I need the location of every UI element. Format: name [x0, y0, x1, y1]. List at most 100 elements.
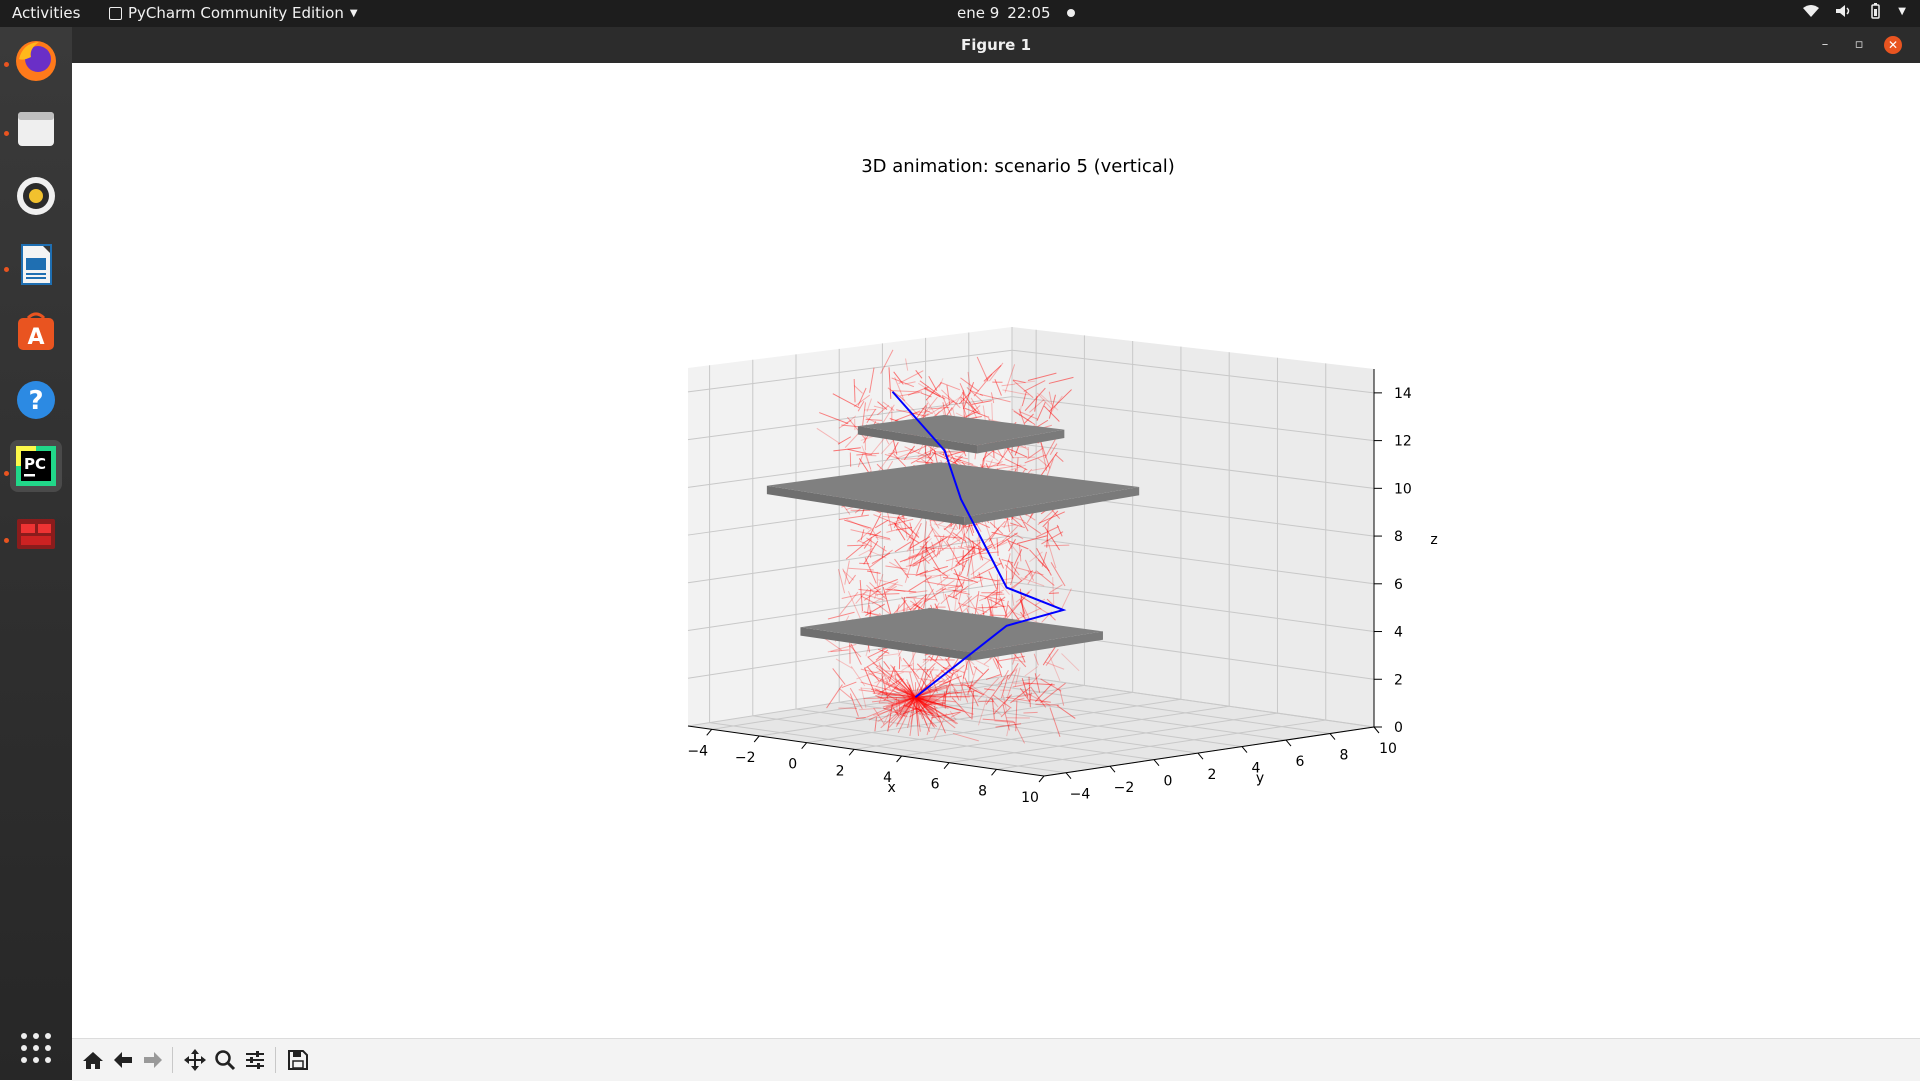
clock-date: ene 9 — [957, 4, 999, 22]
grid-icon — [19, 1031, 53, 1065]
toolbar-separator — [275, 1047, 276, 1073]
y-axis-label: y — [1256, 771, 1264, 787]
y-tick — [1110, 766, 1115, 772]
x-tick — [849, 749, 854, 755]
writer-icon[interactable] — [10, 238, 62, 290]
forward-button[interactable] — [140, 1048, 166, 1072]
store-icon: A — [14, 310, 58, 354]
figure-title: 3D animation: scenario 5 (vertical) — [861, 156, 1175, 177]
x-tick-label: 8 — [978, 783, 987, 799]
wifi-icon — [1802, 3, 1820, 19]
z-tick-label: 0 — [1394, 720, 1403, 736]
app-menu[interactable]: PyCharm Community Edition ▼ — [109, 4, 358, 22]
window-title: Figure 1 — [72, 36, 1920, 54]
home-button[interactable] — [80, 1048, 106, 1072]
quiver-arrow — [997, 574, 998, 589]
back-button[interactable] — [110, 1048, 136, 1072]
firefox-icon[interactable] — [10, 34, 62, 86]
quiver-arrow — [950, 680, 951, 697]
save-icon — [287, 1049, 309, 1071]
y-tick-label: 10 — [1379, 741, 1397, 757]
running-indicator — [4, 62, 9, 67]
y-tick-label: 0 — [1164, 774, 1173, 790]
x-tick — [1039, 776, 1044, 782]
y-tick-label: 6 — [1296, 754, 1305, 770]
activities-button[interactable]: Activities — [12, 4, 80, 22]
z-tick-label: 14 — [1394, 386, 1412, 402]
x-axis-label: x — [887, 780, 895, 796]
configure-subplots-button[interactable] — [242, 1048, 268, 1072]
quiver-arrow — [1012, 562, 1013, 579]
software-icon[interactable]: A — [10, 306, 62, 358]
figure-window-icon — [14, 512, 58, 556]
y-tick — [1374, 727, 1379, 733]
help-icon[interactable]: ? — [10, 374, 62, 426]
z-tick-label: 2 — [1394, 672, 1403, 688]
x-tick — [707, 729, 712, 735]
volume-icon — [1834, 3, 1852, 19]
speaker-icon — [14, 174, 58, 218]
files-icon[interactable] — [10, 102, 62, 154]
x-tick-label: 2 — [836, 763, 845, 779]
toolbar-separator — [172, 1047, 173, 1073]
navigation-toolbar — [72, 1038, 1920, 1081]
svg-text:A: A — [27, 325, 44, 350]
arrow-left-icon — [112, 1050, 134, 1070]
folder-icon — [14, 106, 58, 150]
pan-button[interactable] — [182, 1048, 208, 1072]
z-axis-label: z — [1430, 532, 1437, 548]
x-tick-label: 10 — [1021, 790, 1039, 806]
rhythmbox-icon[interactable] — [10, 170, 62, 222]
y-tick — [1154, 760, 1159, 766]
chevron-down-icon: ▼ — [1898, 6, 1906, 17]
move-icon — [183, 1048, 207, 1072]
quiver-arrow — [1049, 593, 1059, 594]
zoom-button[interactable] — [212, 1048, 238, 1072]
clock[interactable]: ene 9 22:05 — [957, 4, 1075, 22]
quiver-arrow — [1028, 447, 1029, 457]
x-tick-label: 6 — [931, 777, 940, 793]
y-tick — [1198, 753, 1203, 759]
battery-icon — [1866, 3, 1884, 19]
y-tick — [1066, 773, 1071, 779]
minimize-button[interactable]: – — [1816, 36, 1834, 54]
y-tick — [1286, 740, 1291, 746]
y-tick — [1242, 747, 1247, 753]
y-tick-label: −4 — [1070, 787, 1091, 803]
system-tray[interactable]: ▼ — [1802, 3, 1906, 19]
maximize-button[interactable]: ▫ — [1850, 36, 1868, 54]
close-button[interactable]: ✕ — [1884, 36, 1902, 54]
top-bar: Activities PyCharm Community Edition ▼ e… — [0, 0, 1920, 27]
x-tick — [754, 736, 759, 742]
terminal-icon[interactable] — [10, 508, 62, 560]
arrow-right-icon — [142, 1050, 164, 1070]
notification-dot — [1067, 9, 1075, 17]
figure-svg: 3D animation: scenario 5 (vertical) −4 −2… — [72, 63, 1920, 1038]
y-tick-label: −2 — [1114, 780, 1135, 796]
x-tick — [802, 743, 807, 749]
quiver-arrow — [1012, 457, 1035, 458]
quiver-arrow — [864, 409, 876, 410]
figure-canvas[interactable]: 3D animation: scenario 5 (vertical) −4 −2… — [72, 63, 1920, 1038]
quiver-arrow — [1023, 712, 1037, 713]
x-tick — [992, 769, 997, 775]
x-tick — [897, 756, 902, 762]
pycharm-logo: PC — [14, 444, 58, 488]
save-button[interactable] — [285, 1048, 311, 1072]
x-tick-label: −4 — [687, 743, 708, 759]
pane-back-right — [1012, 327, 1374, 727]
window-titlebar[interactable]: Figure 1 – ▫ ✕ — [72, 27, 1920, 63]
app-grid-icon[interactable] — [10, 1022, 62, 1074]
pycharm-icon[interactable]: PC — [10, 440, 62, 492]
running-indicator — [4, 131, 9, 136]
question-icon: ? — [14, 378, 58, 422]
z-tick-label: 12 — [1394, 434, 1412, 450]
x-tick-label: 0 — [788, 757, 797, 773]
firefox-logo — [13, 37, 59, 83]
running-indicator — [4, 267, 9, 272]
x-tick-label: −2 — [735, 750, 756, 766]
document-icon — [14, 242, 58, 286]
sliders-icon — [244, 1050, 266, 1070]
chevron-down-icon: ▼ — [350, 8, 358, 19]
